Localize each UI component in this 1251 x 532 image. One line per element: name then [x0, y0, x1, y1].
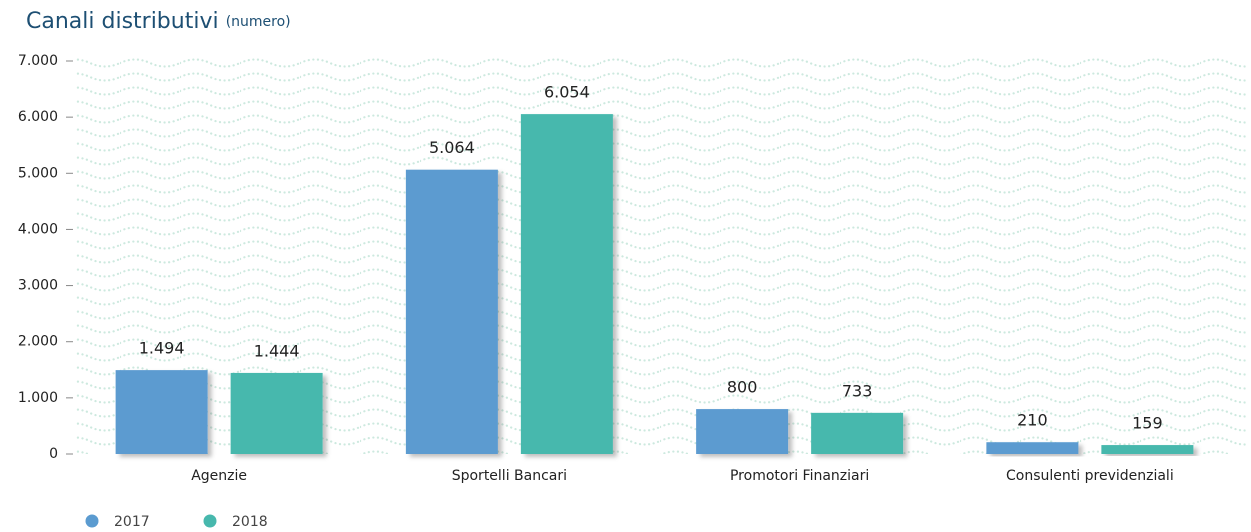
y-tick-label: 1.000	[18, 390, 58, 406]
bar	[405, 169, 498, 454]
data-label: 800	[727, 378, 758, 397]
bar	[696, 409, 789, 454]
data-label: 5.064	[429, 138, 475, 157]
y-tick-label: 6.000	[18, 109, 58, 125]
data-label: 6.054	[544, 83, 590, 102]
legend-label: 2017	[114, 514, 150, 530]
bar	[230, 372, 323, 454]
legend-label: 2018	[232, 514, 268, 530]
legend-marker	[203, 514, 217, 528]
legend-marker	[85, 514, 99, 528]
data-label: 1.444	[254, 341, 300, 360]
data-label: 159	[1132, 414, 1163, 433]
x-tick-label: Agenzie	[191, 468, 247, 484]
y-tick-label: 3.000	[18, 278, 58, 294]
y-tick-label: 4.000	[18, 221, 58, 237]
y-tick-label: 2.000	[18, 334, 58, 350]
title-group: Canali distributivi (numero)	[26, 9, 291, 34]
x-tick-label: Sportelli Bancari	[452, 468, 567, 484]
data-label: 1.494	[139, 339, 185, 358]
bar	[115, 370, 208, 454]
bar	[811, 412, 904, 454]
x-tick-label: Promotori Finanziari	[730, 468, 869, 484]
x-tick-label: Consulenti previdenziali	[1006, 468, 1174, 484]
chart-title: Canali distributivi	[26, 9, 219, 34]
bar	[520, 114, 613, 454]
y-tick-label: 5.000	[18, 165, 58, 181]
bar	[986, 442, 1079, 454]
y-tick-label: 7.000	[18, 53, 58, 69]
chart-subtitle: (numero)	[226, 14, 291, 30]
data-label: 733	[842, 381, 873, 400]
data-label: 210	[1017, 411, 1048, 430]
y-tick-label: 0	[49, 446, 58, 462]
bar	[1101, 445, 1194, 454]
